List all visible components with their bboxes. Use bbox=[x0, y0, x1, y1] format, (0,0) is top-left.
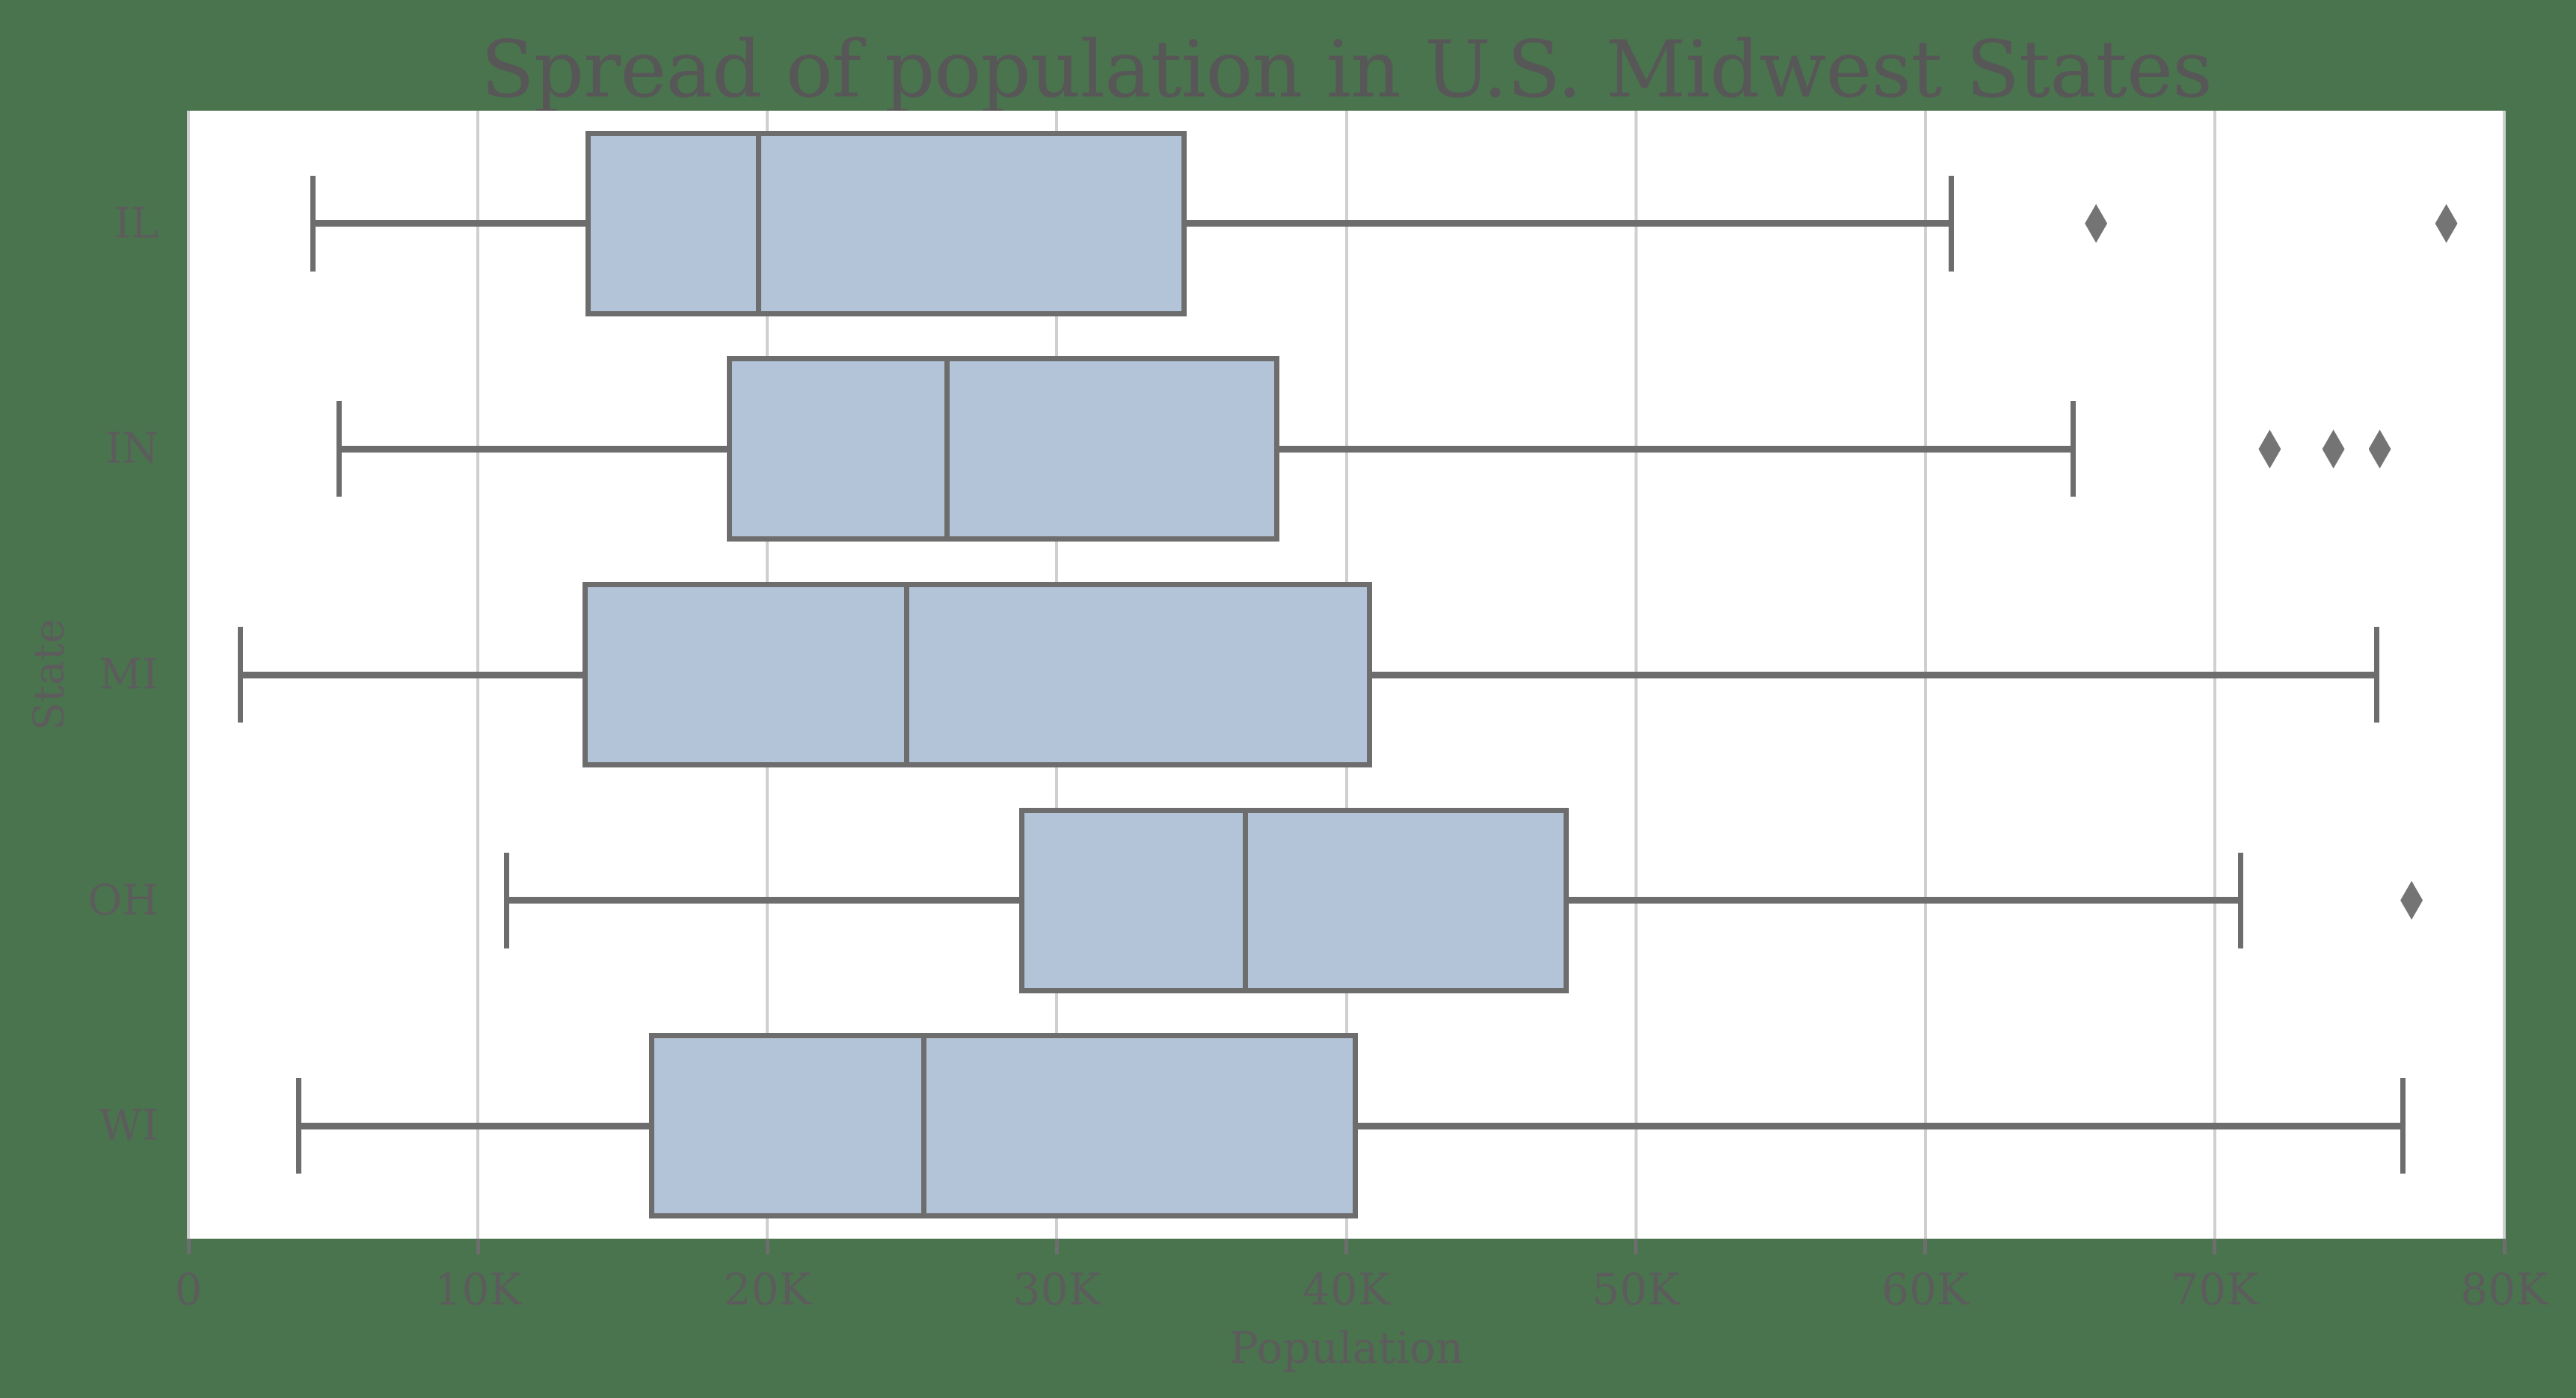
x-tick-label: 10K bbox=[434, 1264, 522, 1315]
whisker-cap bbox=[295, 1078, 301, 1174]
median-line bbox=[1242, 812, 1248, 988]
whisker-cap bbox=[2070, 401, 2076, 497]
median-line bbox=[756, 135, 762, 311]
x-tick-mark bbox=[1634, 1239, 1638, 1254]
whisker-line-low bbox=[298, 1122, 649, 1129]
y-category-label: IN bbox=[105, 424, 159, 473]
x-gridline bbox=[2503, 111, 2506, 1239]
whisker-cap bbox=[504, 852, 510, 948]
x-tick-mark bbox=[1344, 1239, 1348, 1254]
whisker-line-high bbox=[1371, 671, 2377, 678]
x-tick-mark bbox=[765, 1239, 769, 1254]
x-tick-mark bbox=[1923, 1239, 1928, 1254]
y-category-label: IL bbox=[114, 199, 159, 248]
whisker-line-high bbox=[1187, 220, 1952, 227]
x-tick-label: 50K bbox=[1592, 1264, 1680, 1315]
x-tick-label: 30K bbox=[1012, 1264, 1101, 1315]
chart-title: Spread of population in U.S. Midwest Sta… bbox=[480, 24, 2213, 115]
x-tick-label: 0 bbox=[174, 1264, 203, 1315]
x-tick-label: 20K bbox=[723, 1264, 811, 1315]
median-line bbox=[944, 361, 950, 537]
whisker-line-low bbox=[313, 220, 585, 227]
median-line bbox=[903, 587, 909, 762]
whisker-line-low bbox=[506, 897, 1020, 904]
x-tick-label: 70K bbox=[2171, 1264, 2259, 1315]
x-tick-label: 80K bbox=[2460, 1264, 2548, 1315]
whisker-cap bbox=[1949, 175, 1955, 272]
whisker-line-low bbox=[240, 671, 582, 678]
x-tick-label: 60K bbox=[1881, 1264, 1970, 1315]
box-il bbox=[585, 130, 1187, 316]
whisker-line-high bbox=[1279, 445, 2074, 453]
whisker-cap bbox=[238, 627, 244, 723]
whisker-line-high bbox=[1569, 897, 2241, 904]
x-gridline bbox=[187, 111, 190, 1239]
whisker-line-low bbox=[339, 445, 728, 453]
whisker-cap bbox=[336, 401, 342, 497]
x-tick-mark bbox=[476, 1239, 480, 1254]
x-tick-mark bbox=[1054, 1239, 1059, 1254]
x-tick-mark bbox=[186, 1239, 191, 1254]
y-category-label: OH bbox=[87, 876, 159, 925]
whisker-cap bbox=[310, 175, 316, 272]
whisker-cap bbox=[2238, 852, 2244, 948]
x-tick-mark bbox=[2502, 1239, 2506, 1254]
box-wi bbox=[648, 1033, 1358, 1219]
box-mi bbox=[582, 582, 1372, 767]
x-tick-label: 40K bbox=[1302, 1264, 1391, 1315]
x-axis-label: Population bbox=[1229, 1322, 1464, 1373]
box-oh bbox=[1019, 807, 1570, 993]
y-category-label: MI bbox=[99, 650, 159, 699]
whisker-cap bbox=[2400, 1078, 2406, 1174]
whisker-line-high bbox=[1357, 1122, 2403, 1129]
x-tick-mark bbox=[2213, 1239, 2217, 1254]
median-line bbox=[920, 1038, 926, 1214]
box-in bbox=[727, 356, 1280, 542]
y-category-label: WI bbox=[99, 1101, 159, 1150]
whisker-cap bbox=[2374, 627, 2380, 723]
